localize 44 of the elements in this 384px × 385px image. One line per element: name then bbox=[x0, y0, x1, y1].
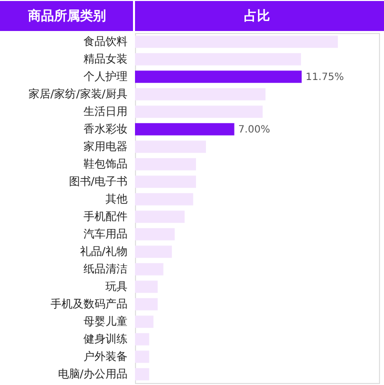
y-tick-label: 精品女装 bbox=[84, 52, 128, 66]
y-tick-label: 香水彩妆 bbox=[84, 122, 128, 136]
bar bbox=[135, 123, 234, 136]
y-tick-label: 鞋包饰品 bbox=[84, 157, 128, 170]
y-tick-label: 电脑/办公用品 bbox=[58, 367, 128, 380]
bar bbox=[135, 350, 150, 363]
y-tick-label: 食品饮料 bbox=[84, 34, 128, 48]
y-tick-label: 礼品/礼物 bbox=[80, 244, 128, 258]
bar bbox=[135, 263, 164, 276]
y-tick-label: 汽车用品 bbox=[84, 227, 128, 240]
y-tick-label: 家居/家纺/家装/厨具 bbox=[28, 87, 128, 100]
y-tick-label: 其他 bbox=[106, 192, 128, 206]
bar bbox=[135, 140, 206, 153]
y-tick-label: 个人护理 bbox=[84, 70, 128, 83]
bar bbox=[135, 158, 196, 170]
data-label: 7.00% bbox=[238, 124, 270, 136]
bar bbox=[135, 316, 154, 328]
y-tick-label: 健身训练 bbox=[84, 332, 128, 346]
bar bbox=[135, 280, 158, 293]
bar bbox=[135, 368, 150, 380]
y-tick-label: 纸品清洁 bbox=[84, 262, 128, 276]
y-tick-label: 玩具 bbox=[106, 280, 128, 293]
bar bbox=[135, 228, 175, 240]
bar bbox=[135, 88, 266, 100]
y-axis-title: 商品所属类别 bbox=[27, 8, 106, 24]
y-tick-label: 生活日用 bbox=[84, 104, 128, 118]
bar bbox=[135, 36, 338, 48]
y-tick-label: 母婴儿童 bbox=[84, 314, 128, 328]
y-tick-label: 手机及数码产品 bbox=[50, 297, 128, 310]
bar bbox=[135, 333, 150, 346]
bar bbox=[135, 176, 196, 188]
bar bbox=[135, 246, 172, 258]
bar bbox=[135, 193, 194, 206]
bar bbox=[135, 210, 185, 223]
bar bbox=[135, 53, 301, 66]
bar bbox=[135, 298, 158, 310]
y-tick-label: 手机配件 bbox=[84, 210, 128, 223]
y-tick-label: 图书/电子书 bbox=[68, 174, 128, 188]
bar bbox=[135, 70, 302, 83]
x-axis-title: 占比 bbox=[244, 9, 270, 24]
data-label: 11.75% bbox=[306, 72, 344, 83]
y-tick-label: 户外装备 bbox=[84, 350, 128, 363]
bar bbox=[135, 106, 263, 118]
y-tick-label: 家用电器 bbox=[84, 140, 128, 153]
